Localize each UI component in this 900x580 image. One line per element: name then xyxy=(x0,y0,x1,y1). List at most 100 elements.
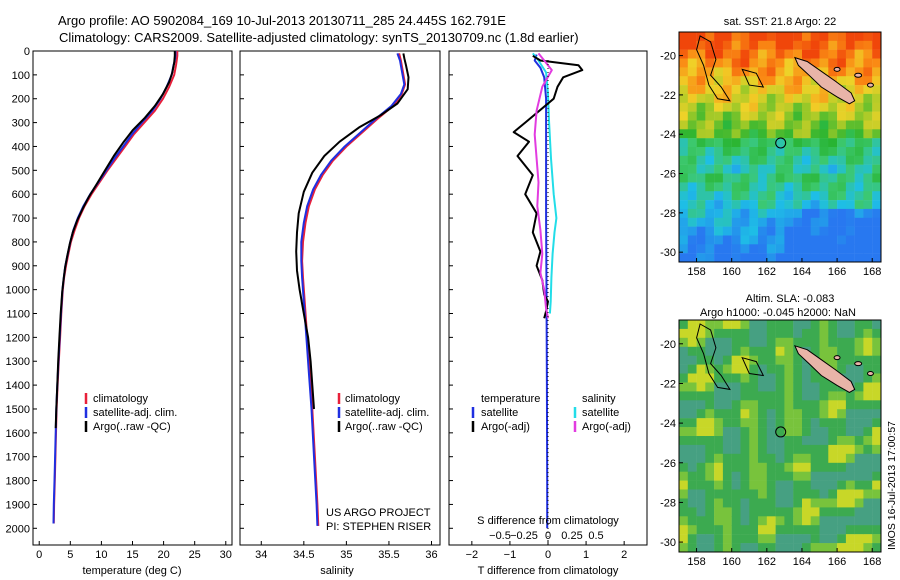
map-cell xyxy=(784,32,794,42)
map-cell xyxy=(828,173,838,183)
map-cell xyxy=(881,85,890,94)
map-cell xyxy=(687,453,697,463)
map-cell xyxy=(837,49,847,59)
map-cell xyxy=(872,355,881,365)
map-cell xyxy=(837,111,847,121)
map-cell xyxy=(740,471,750,481)
map-cell xyxy=(784,382,794,392)
map-cell xyxy=(758,40,767,50)
map-cell xyxy=(837,40,847,50)
sla-map-title: Altim. SLA: -0.083 xyxy=(746,293,835,305)
map-cell xyxy=(705,391,715,401)
map-cell xyxy=(740,328,750,339)
map-cell xyxy=(863,120,873,130)
map-cell xyxy=(696,400,706,410)
map-cell xyxy=(811,552,820,561)
map-cell xyxy=(784,244,794,254)
map-cell xyxy=(845,320,855,330)
map-cell xyxy=(872,253,881,262)
map-cell xyxy=(766,164,776,174)
map-cell xyxy=(775,58,785,68)
series-t-satellite xyxy=(533,54,549,529)
map-cell xyxy=(819,453,829,463)
map-cell xyxy=(775,67,785,77)
lon-tick-label: 162 xyxy=(758,266,776,278)
map-cell xyxy=(863,147,873,157)
map-cell xyxy=(766,217,776,227)
depth-tick-label: 100 xyxy=(12,70,30,82)
map-cell xyxy=(793,498,803,508)
map-cell xyxy=(810,120,820,130)
map-cell xyxy=(828,534,838,544)
depth-tick-label: 1400 xyxy=(6,380,30,392)
map-cell xyxy=(696,253,706,262)
map-cell xyxy=(696,85,706,95)
map-cell xyxy=(828,400,838,410)
lat-tick-label: -30 xyxy=(660,247,676,259)
map-cell xyxy=(775,436,785,446)
x-tick-label: 2 xyxy=(621,549,627,561)
map-cell xyxy=(819,67,829,77)
map-cell xyxy=(722,391,732,401)
map-cell xyxy=(679,191,688,201)
map-cell xyxy=(837,337,847,347)
map-cell xyxy=(722,480,732,490)
map-cell xyxy=(714,328,724,339)
map-cell xyxy=(802,129,811,139)
map-cell xyxy=(837,355,847,365)
map-cell xyxy=(758,182,767,192)
map-cell xyxy=(854,337,864,347)
map-cell xyxy=(872,58,881,68)
series-climatology xyxy=(52,51,179,524)
map-cell xyxy=(705,337,715,347)
map-cell xyxy=(731,427,741,437)
map-cell xyxy=(802,444,811,455)
map-cell xyxy=(705,244,715,254)
map-cell xyxy=(775,507,785,517)
map-cell xyxy=(793,40,803,50)
map-cell xyxy=(749,32,759,42)
temperature-series xyxy=(52,51,179,524)
map-cell xyxy=(766,516,776,526)
map-cell xyxy=(705,328,715,339)
x-tick-label: 35.5 xyxy=(378,549,399,561)
map-cell xyxy=(837,391,847,401)
map-cell xyxy=(854,200,864,210)
map-cell xyxy=(881,67,890,76)
map-cell xyxy=(784,391,794,401)
map-cell xyxy=(881,552,890,561)
map-cell xyxy=(793,471,803,481)
map-cell xyxy=(687,382,697,392)
map-cell xyxy=(749,489,759,499)
map-cell xyxy=(793,337,803,347)
map-cell xyxy=(793,173,803,183)
map-cell xyxy=(775,525,785,535)
map-cell xyxy=(714,191,724,201)
map-cell xyxy=(881,329,890,338)
map-cell xyxy=(872,498,881,508)
map-cell xyxy=(687,480,697,490)
map-cell xyxy=(837,67,847,77)
map-cell xyxy=(775,400,785,410)
map-cell xyxy=(837,102,847,112)
map-cell xyxy=(863,355,873,365)
map-cell xyxy=(872,453,881,463)
map-cell xyxy=(828,49,838,59)
map-cell xyxy=(705,427,715,437)
map-cell xyxy=(741,262,750,271)
map-cell xyxy=(854,418,864,428)
map-cell xyxy=(758,409,767,419)
map-cell xyxy=(845,498,855,508)
map-cell xyxy=(687,102,697,112)
map-cell xyxy=(863,164,873,174)
map-cell xyxy=(854,489,864,499)
map-cell xyxy=(775,253,785,262)
depth-tick-label: 900 xyxy=(12,261,30,273)
map-cell xyxy=(784,85,794,95)
map-cell xyxy=(854,85,864,95)
map-cell xyxy=(802,49,811,59)
map-cell xyxy=(687,409,697,419)
map-cell xyxy=(872,138,881,148)
map-cell xyxy=(802,436,811,446)
map-cell xyxy=(758,471,767,481)
